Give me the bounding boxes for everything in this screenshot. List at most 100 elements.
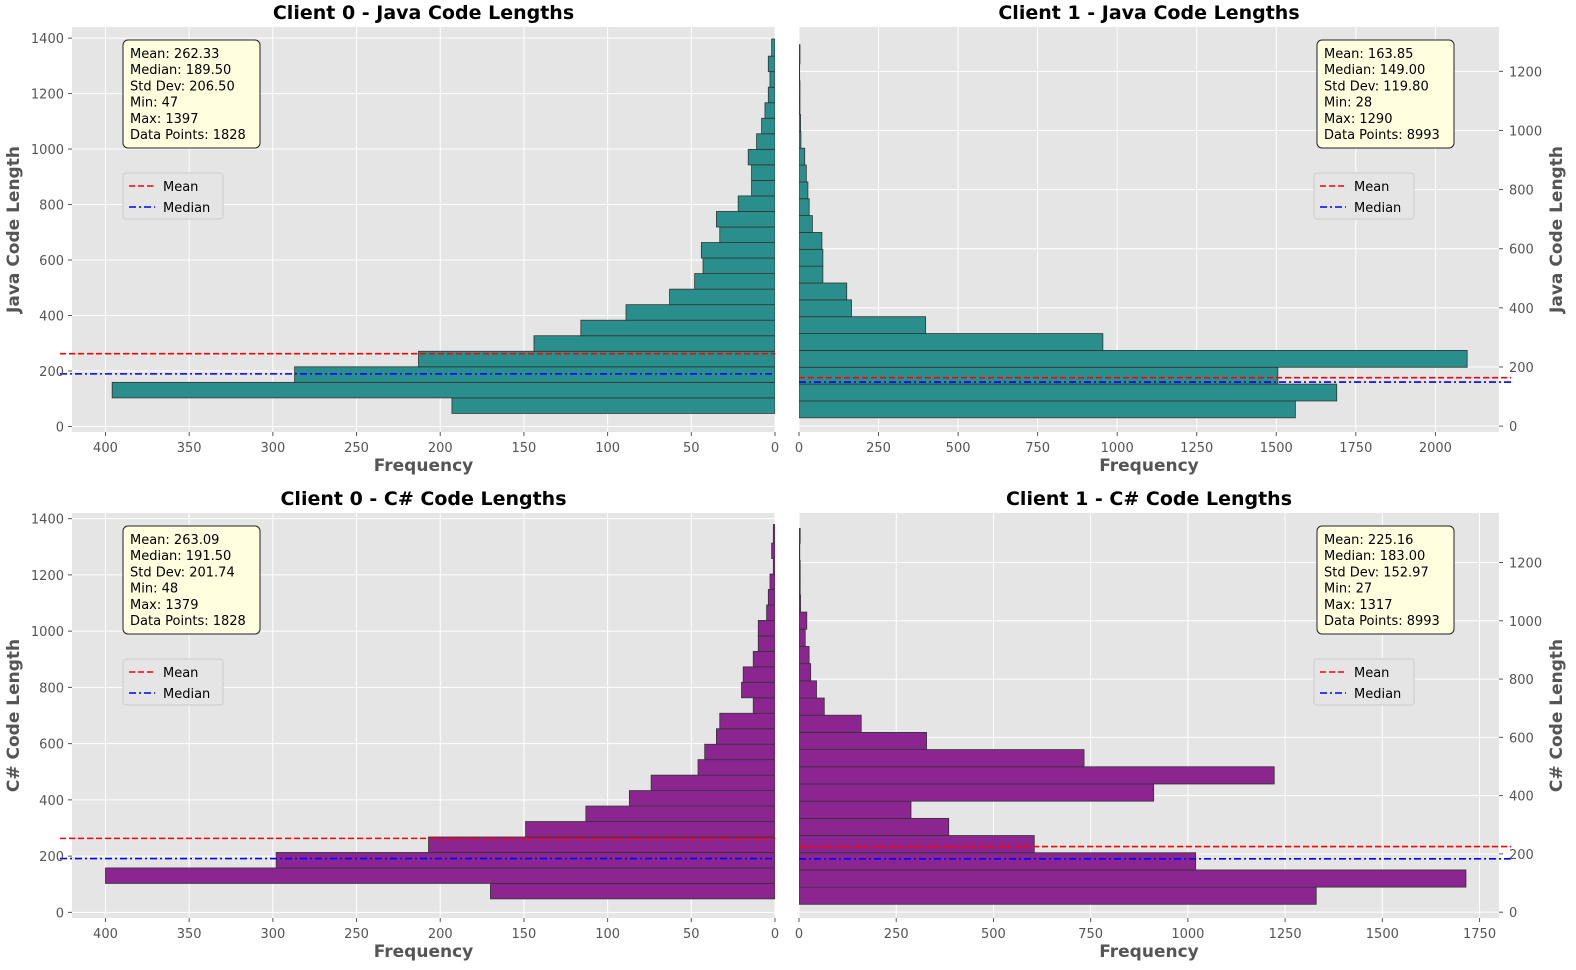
stats-line: Mean: 225.16 <box>1324 533 1413 548</box>
histogram-bar <box>752 650 775 668</box>
histogram-bar <box>764 102 775 119</box>
x-tick-label: 1250 <box>1180 441 1213 456</box>
histogram-bar <box>799 852 1197 871</box>
histogram-bar <box>799 611 808 630</box>
histogram-bar <box>799 835 1035 854</box>
histogram-bar <box>716 211 775 228</box>
histogram-bar <box>799 697 825 716</box>
stats-box <box>1316 39 1455 149</box>
bars-group <box>105 524 775 900</box>
y-tick-label: 1000 <box>1509 124 1542 139</box>
histogram-bar <box>799 731 927 750</box>
histogram-bar <box>799 248 824 267</box>
y-tick-label: 600 <box>39 738 64 753</box>
x-tick-label: 2000 <box>1419 441 1452 456</box>
x-tick-label: 250 <box>866 441 891 456</box>
y-tick-label: 600 <box>1509 731 1534 746</box>
histogram-bar <box>799 164 807 183</box>
x-tick-label: 250 <box>344 441 369 456</box>
histogram-bar <box>772 558 775 575</box>
histogram-bar <box>799 316 927 334</box>
y-tick-label: 1400 <box>31 513 64 528</box>
histogram-bar <box>799 147 806 166</box>
histogram-bar <box>799 680 817 699</box>
histogram-bar <box>799 542 801 561</box>
histogram-bar <box>799 817 950 836</box>
subplot-c1-java: 0 250 500 750 1000 1250 1500 1750 2000 0 200 400 600… <box>795 2 1567 476</box>
histogram-bar <box>799 114 801 132</box>
histogram-bar <box>799 577 801 596</box>
histogram-bar <box>799 783 1155 802</box>
x-tick-label: 0 <box>771 927 779 942</box>
x-tick-label: 0 <box>795 927 803 942</box>
histogram-bar <box>625 304 775 321</box>
y-tick-label: 1400 <box>31 32 64 47</box>
x-tick-label: 1250 <box>1269 927 1302 942</box>
y-tick-label: 800 <box>1509 673 1534 688</box>
histogram-bar <box>585 805 775 822</box>
reference-lines <box>60 352 775 375</box>
x-tick-label: 200 <box>428 927 453 942</box>
histogram-bar <box>741 681 775 699</box>
y-tick-label: 400 <box>1509 302 1534 317</box>
legend-median-label: Median <box>1354 687 1401 702</box>
x-tick-label: 1750 <box>1463 927 1496 942</box>
y-tick-label: 800 <box>39 199 64 214</box>
histogram-bar <box>742 666 775 683</box>
x-tick-label: 250 <box>344 927 369 942</box>
histogram-bar <box>799 886 1317 905</box>
y-tick-label: 1200 <box>1509 65 1542 80</box>
histogram-bar <box>702 257 775 275</box>
x-tick-label: 400 <box>93 927 118 942</box>
histogram-bar <box>799 198 810 217</box>
y-axis-label: C# Code Length <box>4 639 24 792</box>
x-tick-label: 100 <box>595 441 620 456</box>
histogram-bar <box>799 869 1467 888</box>
histogram-bar <box>451 397 775 414</box>
histogram-bar <box>700 242 775 259</box>
histogram-bar <box>771 38 775 57</box>
histogram-bar <box>650 774 775 791</box>
histogram-bar <box>490 883 775 900</box>
histogram-bar <box>628 790 775 807</box>
histogram-bar <box>752 697 775 714</box>
histogram-bar <box>275 852 775 869</box>
y-tick-label: 200 <box>1509 848 1534 863</box>
stats-line: Std Dev: 119.80 <box>1324 79 1429 94</box>
stats-line: Data Points: 1828 <box>130 614 246 629</box>
histogram-bar <box>767 86 775 104</box>
bars-group <box>111 38 775 414</box>
stats-line: Max: 1397 <box>130 112 198 127</box>
stats-line: Min: 47 <box>130 96 178 111</box>
histogram-bar <box>756 133 775 150</box>
x-tick-label: 150 <box>512 441 537 456</box>
chart-title: Client 0 - C# Code Lengths <box>280 488 566 510</box>
stats-line: Max: 1379 <box>130 598 198 613</box>
y-tick-label: 200 <box>39 850 64 865</box>
y-tick-label: 1200 <box>1509 557 1542 572</box>
histogram-bar <box>799 628 806 647</box>
y-tick-label: 1200 <box>31 88 64 103</box>
histogram-bar <box>771 542 775 559</box>
histogram-bar <box>716 728 775 745</box>
y-tick-label: 400 <box>39 794 64 809</box>
y-tick-label: 1200 <box>31 569 64 584</box>
y-tick-label: 0 <box>1509 420 1517 435</box>
histogram-bar <box>799 181 809 200</box>
y-tick-label: 600 <box>39 254 64 269</box>
histogram-bar <box>799 528 801 544</box>
histogram-bar <box>751 180 775 197</box>
stats-line: Min: 28 <box>1324 96 1372 111</box>
histogram-bar <box>737 195 775 212</box>
y-tick-label: 1000 <box>31 143 64 158</box>
reference-lines <box>799 376 1511 383</box>
x-tick-label: 50 <box>683 441 700 456</box>
histogram-bar <box>799 749 1085 768</box>
y-tick-label: 400 <box>39 309 64 324</box>
chart-title: Client 1 - C# Code Lengths <box>1006 488 1292 510</box>
x-tick-label: 500 <box>946 441 971 456</box>
stats-line: Median: 191.50 <box>130 549 231 564</box>
legend-median-label: Median <box>163 201 210 216</box>
stats-line: Data Points: 8993 <box>1324 128 1440 143</box>
